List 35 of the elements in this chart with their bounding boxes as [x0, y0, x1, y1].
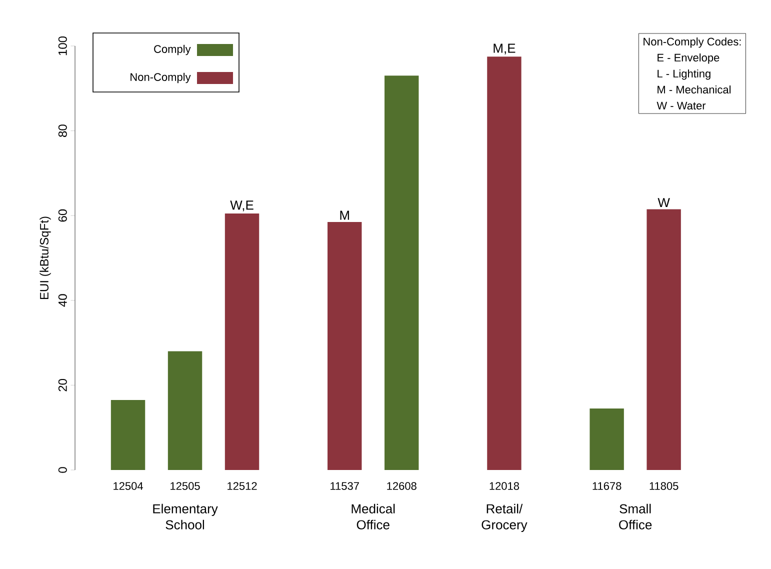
text: Retail/ Grocery	[482, 504, 528, 532]
x-tick-label: 11537	[330, 482, 359, 490]
data-label: M	[340, 210, 349, 220]
annotation: Non-Comply Codes:	[644, 37, 741, 48]
y-tick-label: 60	[58, 209, 67, 222]
x-tick-label: 12504	[114, 482, 143, 490]
x-tick-label: 12505	[170, 482, 200, 490]
y-axis-title: EUI (kBtu/SqFt)	[40, 216, 51, 300]
bar	[646, 209, 681, 470]
annotation: E - Envelope	[658, 53, 720, 64]
data-label: W	[658, 198, 670, 208]
data-label: W,E	[230, 200, 254, 212]
legend-label: Comply	[154, 44, 191, 56]
bar	[487, 56, 522, 470]
x-tick-label: 11678	[592, 482, 622, 490]
bar	[590, 408, 624, 470]
y-tick-label: 80	[58, 124, 67, 137]
annotation: L - Lighting	[658, 69, 710, 80]
y-tick-label: 100	[58, 36, 67, 56]
annotation: W - Water	[656, 102, 706, 110]
text: Elementary School	[153, 504, 218, 530]
x-tick-label: 11805	[650, 482, 678, 490]
x-tick-label: 12608	[387, 482, 416, 490]
y-tick-label: 20	[58, 378, 67, 392]
y-tick-label: 0	[58, 467, 67, 473]
annotation: M - Mechanical	[658, 85, 731, 94]
bar	[168, 351, 202, 470]
x-tick-label: 12512	[228, 482, 257, 490]
text: Medical Office	[352, 504, 395, 530]
data-label: M,E	[494, 44, 516, 54]
y-tick-label: 40	[58, 294, 67, 307]
x-tick-label: 12018	[490, 482, 520, 490]
legend-label: Non-Comply	[130, 72, 191, 84]
text: Small Office	[619, 504, 652, 530]
bar	[224, 213, 260, 470]
